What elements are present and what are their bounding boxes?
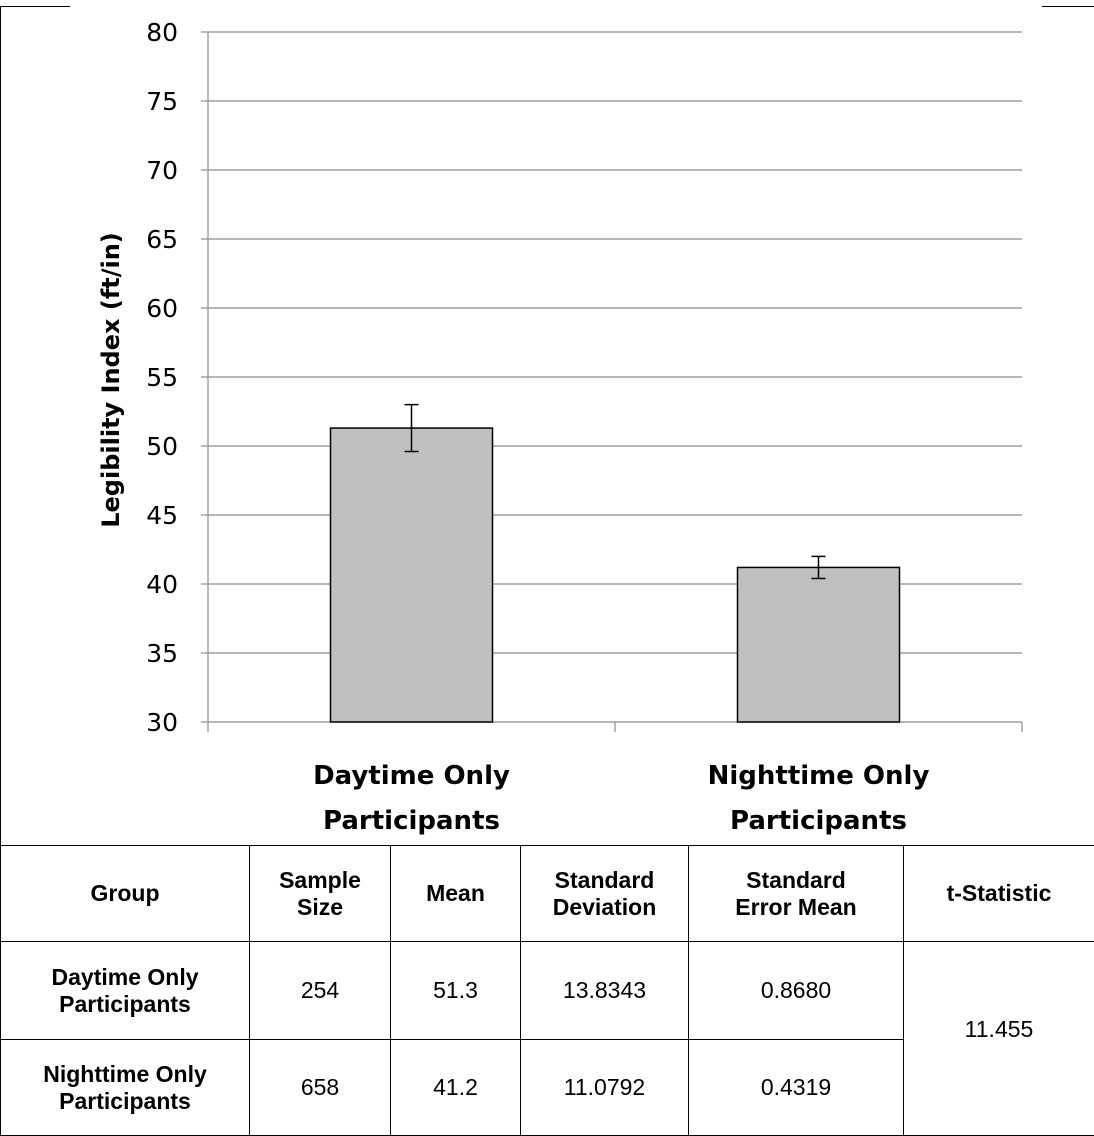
y-tick-label: 70 <box>146 156 178 185</box>
category-label: Daytime Only <box>313 761 510 791</box>
cell-standard-error-mean: 0.8680 <box>689 942 904 1040</box>
y-tick-label: 80 <box>146 18 178 47</box>
category-labels: Daytime Only Participants Nighttime Only Pa… <box>313 761 929 836</box>
cell-sample-size: 658 <box>250 1040 391 1136</box>
y-axis-label: Legibility Index (ft/in) <box>97 232 125 528</box>
header-mean: Mean <box>391 846 521 942</box>
bars <box>331 428 900 722</box>
y-tick-label: 75 <box>146 87 178 116</box>
y-tick-label: 55 <box>146 363 178 392</box>
y-tick-label: 30 <box>146 708 178 737</box>
bar <box>331 428 493 722</box>
cell-standard-deviation: 13.8343 <box>521 942 689 1040</box>
cell-standard-deviation: 11.0792 <box>521 1040 689 1136</box>
category-label: Nighttime Only <box>708 761 930 791</box>
category-label: Participants <box>730 806 907 836</box>
bar <box>738 567 900 722</box>
y-tick-label: 45 <box>146 501 178 530</box>
cell-mean: 41.2 <box>391 1040 521 1136</box>
cell-mean: 51.3 <box>391 942 521 1040</box>
header-group: Group <box>1 846 250 942</box>
y-tick-label: 40 <box>146 570 178 599</box>
header-t-statistic: t-Statistic <box>904 846 1094 942</box>
y-tick-label: 50 <box>146 432 178 461</box>
y-tick-label: 35 <box>146 639 178 668</box>
cell-standard-error-mean: 0.4319 <box>689 1040 904 1136</box>
cell-sample-size: 254 <box>250 942 391 1040</box>
cell-t-statistic: 11.455 <box>904 942 1094 1136</box>
y-tick-label: 60 <box>146 294 178 323</box>
bar-chart: 30 35 40 45 50 55 60 65 70 75 80 Daytime Only Parti… <box>0 0 1094 845</box>
y-tick-labels: 30 35 40 45 50 55 60 65 70 75 80 <box>146 18 178 737</box>
y-tick-label: 65 <box>146 225 178 254</box>
category-label: Participants <box>323 806 500 836</box>
